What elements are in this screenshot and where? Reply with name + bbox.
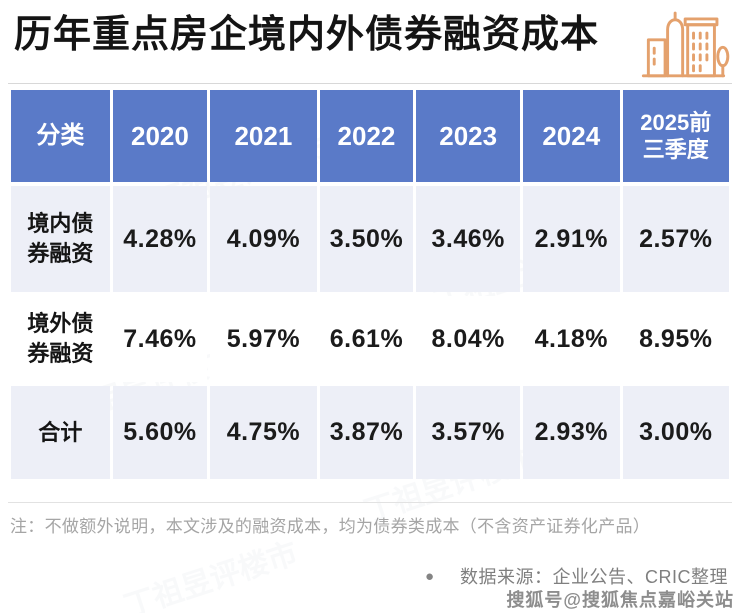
- cell-value: 3.00%: [622, 386, 729, 479]
- financing-cost-table: 分类 2020 2021 2022 2023 2024 2025前三季度 境内债…: [8, 86, 732, 483]
- cell-value: 4.18%: [522, 296, 620, 382]
- footnote: 注：不做额外说明，本文涉及的融资成本，均为债券类成本（不含资产证券化产品）: [10, 517, 651, 536]
- cell-value: 2.57%: [622, 186, 729, 292]
- column-header-2025q3: 2025前三季度: [622, 90, 729, 182]
- cell-value: 3.87%: [319, 386, 414, 479]
- cell-value: 2.91%: [522, 186, 620, 292]
- table-row-domestic: 境内债券融资 4.28% 4.09% 3.50% 3.46% 2.91% 2.5…: [11, 186, 729, 292]
- bullet-icon: ●: [424, 567, 434, 585]
- data-source-text: 数据来源：企业公告、CRIC整理: [460, 567, 728, 587]
- column-header-2020: 2020: [112, 90, 208, 182]
- sohu-account-watermark: 搜狐号@搜狐焦点嘉峪关站: [506, 590, 734, 610]
- cell-value: 3.57%: [416, 386, 520, 479]
- column-header-2021: 2021: [210, 90, 317, 182]
- cell-value: 8.95%: [622, 296, 729, 382]
- cell-value: 5.60%: [112, 386, 208, 479]
- row-label-total: 合计: [11, 386, 110, 479]
- column-header-2022: 2022: [319, 90, 414, 182]
- cell-value: 5.97%: [210, 296, 317, 382]
- cell-value: 4.75%: [210, 386, 317, 479]
- cell-value: 3.50%: [319, 186, 414, 292]
- note-divider: [8, 502, 732, 503]
- cell-value: 6.61%: [319, 296, 414, 382]
- background-watermark: 丁祖昱评楼市: [120, 536, 302, 613]
- row-label-overseas: 境外债券融资: [11, 296, 110, 382]
- table-row-overseas: 境外债券融资 7.46% 5.97% 6.61% 8.04% 4.18% 8.9…: [11, 296, 729, 382]
- row-label-domestic: 境内债券融资: [11, 186, 110, 292]
- cell-value: 3.46%: [416, 186, 520, 292]
- cell-value: 4.28%: [112, 186, 208, 292]
- column-header-2023: 2023: [416, 90, 520, 182]
- cell-value: 8.04%: [416, 296, 520, 382]
- table-header-row: 分类 2020 2021 2022 2023 2024 2025前三季度: [11, 90, 729, 182]
- column-header-2024: 2024: [522, 90, 620, 182]
- cell-value: 4.09%: [210, 186, 317, 292]
- cell-value: 7.46%: [112, 296, 208, 382]
- table-row-total: 合计 5.60% 4.75% 3.87% 3.57% 2.93% 3.00%: [11, 386, 729, 479]
- column-header-category: 分类: [11, 90, 110, 182]
- buildings-icon: [641, 11, 730, 78]
- page-title: 历年重点房企境内外债券融资成本: [14, 14, 600, 56]
- data-source-row: ● 数据来源：企业公告、CRIC整理: [425, 563, 728, 589]
- title-divider: [8, 83, 732, 84]
- cell-value: 2.93%: [522, 386, 620, 479]
